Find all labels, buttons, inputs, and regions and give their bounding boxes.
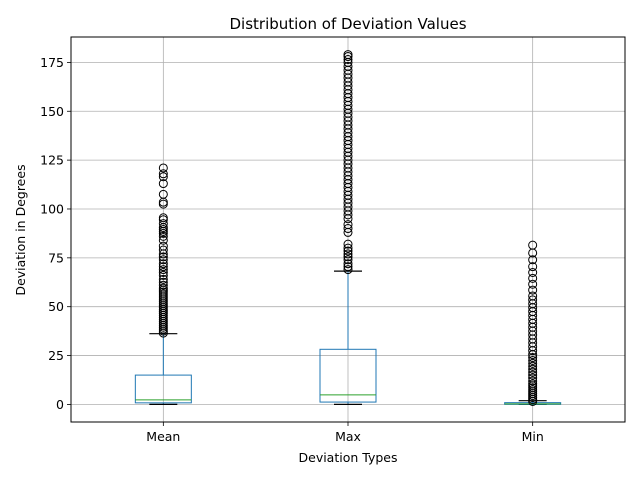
outlier-point: [343, 224, 353, 234]
outlier-point: [343, 246, 353, 256]
outlier-point: [528, 358, 538, 368]
outlier-point: [528, 295, 538, 305]
y-tick-label: 125: [40, 153, 64, 168]
outlier-point: [343, 262, 353, 272]
y-axis-ticks: 0 25 50 75 100 125 150 175: [40, 55, 71, 412]
outlier-point: [158, 179, 168, 189]
outlier-point: [158, 280, 168, 290]
outlier-point: [158, 169, 168, 179]
outlier-point: [158, 172, 168, 182]
outlier-point: [343, 54, 353, 64]
outlier-point: [158, 213, 168, 223]
outlier-point: [158, 189, 168, 199]
y-axis-label: Deviation in Degrees: [13, 164, 28, 295]
y-tick-label: 175: [40, 55, 64, 70]
x-axis-ticks: Mean Max Min: [146, 422, 544, 444]
outlier-point: [343, 61, 353, 71]
iqr-box: [134, 374, 192, 404]
outlier-point: [528, 267, 538, 277]
outlier-point: [528, 367, 538, 377]
y-tick-label: 0: [56, 397, 64, 412]
x-tick-label: Mean: [146, 429, 180, 444]
outlier-point: [158, 255, 168, 265]
outlier-point: [158, 235, 168, 245]
outlier-point: [528, 370, 538, 380]
outlier-point: [158, 163, 168, 173]
outlier-point: [158, 252, 168, 262]
outlier-point: [343, 252, 353, 262]
outlier-point: [158, 219, 168, 229]
x-tick-label: Max: [335, 429, 361, 444]
outlier-point: [528, 364, 538, 374]
outlier-point: [528, 355, 538, 365]
outlier-point: [158, 231, 168, 241]
outlier-point: [528, 273, 538, 283]
outlier-point: [343, 220, 353, 230]
outlier-point: [158, 267, 168, 277]
box-max: [319, 50, 377, 406]
y-tick-label: 150: [40, 104, 64, 119]
box-plot-area: [134, 50, 562, 406]
outlier-point: [343, 239, 353, 249]
outlier-point: [528, 376, 538, 386]
outlier-point: [158, 270, 168, 280]
outlier-point: [343, 265, 353, 275]
y-tick-label: 100: [40, 201, 64, 216]
outlier-point: [528, 255, 538, 265]
chart-title: Distribution of Deviation Values: [229, 15, 466, 33]
outlier-point: [528, 285, 538, 295]
outlier-point: [528, 240, 538, 250]
y-tick-label: 75: [48, 250, 64, 265]
outlier-point: [528, 291, 538, 301]
outlier-point: [343, 50, 353, 60]
x-axis-label: Deviation Types: [299, 450, 398, 465]
outlier-point: [343, 249, 353, 259]
outlier-point: [158, 241, 168, 251]
box-mean: [134, 163, 192, 406]
iqr-box: [319, 348, 377, 403]
outlier-point: [158, 259, 168, 269]
outlier-point: [343, 255, 353, 265]
box-min: [504, 240, 562, 406]
outlier-point: [528, 353, 538, 363]
outlier-point: [528, 361, 538, 371]
grid-lines: [71, 37, 625, 422]
outlier-point: [528, 379, 538, 389]
y-tick-label: 50: [48, 299, 64, 314]
x-tick-label: Min: [522, 429, 544, 444]
y-tick-label: 25: [48, 348, 64, 363]
outlier-point: [528, 279, 538, 289]
outlier-point: [343, 243, 353, 253]
outlier-point: [158, 274, 168, 284]
outlier-point: [158, 277, 168, 287]
outlier-point: [158, 245, 168, 255]
outlier-point: [158, 283, 168, 293]
outlier-point: [528, 262, 538, 272]
outlier-point: [343, 259, 353, 269]
outlier-point: [528, 373, 538, 383]
outlier-point: [158, 262, 168, 272]
outlier-point: [158, 265, 168, 275]
